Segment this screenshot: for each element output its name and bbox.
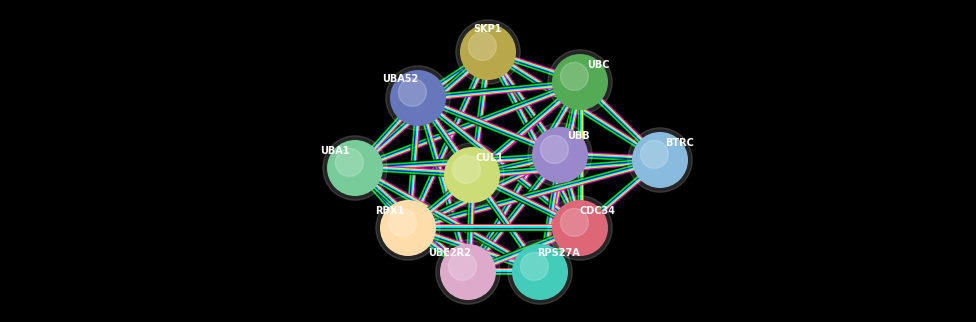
Circle shape — [640, 140, 669, 168]
Circle shape — [548, 50, 612, 114]
Circle shape — [456, 20, 520, 84]
Text: RBX1: RBX1 — [376, 206, 405, 216]
Circle shape — [632, 132, 688, 188]
Text: UBA52: UBA52 — [382, 74, 418, 84]
Text: SKP1: SKP1 — [473, 24, 503, 34]
Circle shape — [541, 135, 568, 163]
Text: CDC34: CDC34 — [580, 206, 616, 216]
Circle shape — [508, 240, 572, 304]
Circle shape — [323, 136, 387, 200]
Circle shape — [532, 127, 588, 183]
Circle shape — [460, 24, 516, 80]
Circle shape — [548, 196, 612, 260]
Text: CUL1: CUL1 — [476, 153, 504, 163]
Circle shape — [560, 62, 589, 90]
Circle shape — [388, 208, 417, 236]
Circle shape — [448, 252, 476, 280]
Text: UBE2R2: UBE2R2 — [428, 248, 471, 258]
Circle shape — [376, 196, 440, 260]
Circle shape — [512, 244, 568, 300]
Circle shape — [386, 66, 450, 130]
Circle shape — [398, 78, 427, 106]
Text: UBA1: UBA1 — [320, 146, 349, 156]
Circle shape — [380, 200, 436, 256]
Circle shape — [520, 252, 549, 280]
Circle shape — [444, 147, 500, 203]
Circle shape — [390, 70, 446, 126]
Text: RPS27A: RPS27A — [537, 248, 580, 258]
Circle shape — [453, 156, 480, 184]
Circle shape — [468, 33, 497, 61]
Circle shape — [436, 240, 501, 304]
Circle shape — [628, 128, 692, 192]
Text: UBB: UBB — [567, 131, 590, 141]
Circle shape — [327, 140, 383, 196]
Text: UBC: UBC — [587, 60, 609, 70]
Circle shape — [552, 54, 608, 110]
Circle shape — [560, 208, 589, 236]
Circle shape — [440, 244, 496, 300]
Circle shape — [336, 148, 363, 176]
Circle shape — [552, 200, 608, 256]
Text: BTRC: BTRC — [666, 138, 695, 148]
Circle shape — [528, 123, 592, 187]
Circle shape — [440, 143, 505, 207]
